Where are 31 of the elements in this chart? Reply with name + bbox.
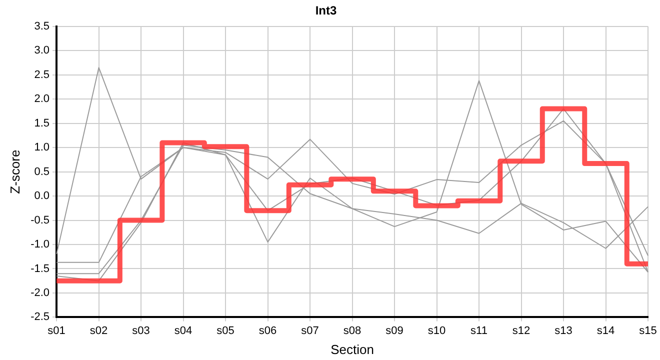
- y-tick-label: -1.0: [30, 238, 50, 251]
- x-tick-label: s15: [639, 324, 657, 337]
- y-tick-label: -1.5: [30, 262, 50, 275]
- x-tick-label: s12: [512, 324, 530, 337]
- y-tick-label: 3.0: [34, 44, 50, 57]
- x-tick-label: s14: [596, 324, 615, 337]
- x-tick-label: s06: [258, 324, 277, 337]
- y-tick-label: 1.0: [34, 142, 50, 154]
- y-axis-title: Z-score: [7, 150, 22, 194]
- chart-title: Int3: [315, 4, 337, 18]
- y-tick-label: -2.0: [30, 287, 50, 299]
- x-tick-label: s11: [470, 324, 488, 337]
- x-tick-label: s01: [48, 324, 66, 337]
- x-tick-label: s05: [216, 324, 234, 337]
- y-tick-label: -0.5: [30, 214, 50, 226]
- y-tick-label: 1.5: [34, 117, 50, 130]
- y-tick-label: 2.0: [34, 93, 50, 106]
- x-tick-label: s13: [554, 324, 572, 337]
- y-tick-label: 2.5: [34, 68, 50, 81]
- x-tick-label: s04: [174, 324, 192, 337]
- y-tick-label: 0.0: [34, 190, 50, 202]
- x-tick-label: s09: [386, 324, 404, 337]
- x-axis-title: Section: [330, 342, 374, 357]
- x-tick-label: s02: [90, 324, 108, 337]
- y-tick-label: -2.5: [30, 311, 50, 324]
- x-tick-label: s10: [428, 324, 446, 337]
- x-tick-label: s03: [132, 324, 150, 337]
- y-tick-label: 3.5: [34, 20, 50, 32]
- x-tick-label: s07: [301, 324, 319, 337]
- y-tick-label: 0.5: [34, 166, 50, 178]
- x-tick-label: s08: [343, 324, 362, 337]
